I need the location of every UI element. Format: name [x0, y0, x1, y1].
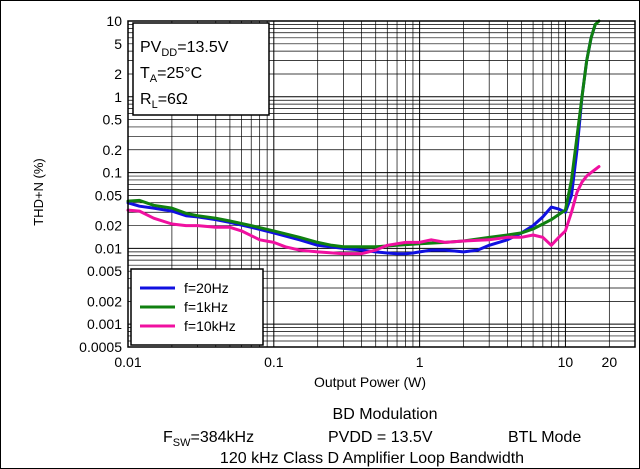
x-axis-title: Output Power (W) — [314, 374, 426, 390]
y-tick-label: 0.05 — [95, 187, 122, 203]
y-tick-label: 0.2 — [103, 142, 123, 158]
series-line-f-10khz — [126, 165, 601, 256]
condition-ta: TA=25°C — [140, 65, 202, 85]
y-tick-label: 0.0005 — [79, 339, 122, 355]
x-tick-label: 10 — [558, 354, 574, 370]
conditions-box-frame — [132, 22, 270, 116]
x-tick-labels: 0.01 0.1 1 10 20 — [114, 354, 617, 370]
y-tick-label: 0.1 — [103, 165, 123, 181]
y-tick-label: 0.002 — [87, 293, 122, 309]
caption-fsw: FSW=384kHz — [163, 429, 254, 449]
legend-label-20hz: f=20Hz — [184, 280, 229, 296]
y-tick-label: 0.001 — [87, 316, 122, 332]
series-layer — [126, 19, 601, 256]
caption-mode: BTL Mode — [508, 429, 581, 446]
plot-border — [127, 20, 636, 348]
condition-rl: RL=6Ω — [140, 91, 188, 111]
y-axis-title: THD+N (%) — [31, 158, 46, 226]
y-tick-label: 10 — [106, 13, 122, 29]
caption: BD Modulation FSW=384kHz PVDD = 13.5V BT… — [163, 406, 581, 467]
y-tick-label: 1 — [114, 89, 122, 105]
caption-modulation: BD Modulation — [333, 406, 438, 423]
y-tick-label: 2 — [114, 66, 122, 82]
caption-loop-bandwidth: 120 kHz Class D Amplifier Loop Bandwidth — [220, 450, 524, 467]
y-tick-label: 0.005 — [87, 263, 122, 279]
y-tick-label: 0.01 — [95, 240, 122, 256]
x-tick-label: 0.1 — [264, 354, 284, 370]
legend-label-1khz: f=1kHz — [184, 299, 228, 315]
conditions-box: PVDD=13.5V TA=25°C RL=6Ω — [132, 22, 270, 116]
y-tick-labels: 10 5 2 1 0.5 0.2 0.1 0.05 0.02 0.01 0.005 0.002 0.00… — [79, 13, 122, 355]
x-tick-label: 20 — [602, 354, 618, 370]
y-tick-label: 0.5 — [103, 112, 123, 128]
y-tick-label: 5 — [114, 36, 122, 52]
legend: f=20Hz f=1kHz f=10kHz — [130, 268, 264, 346]
x-tick-label: 0.01 — [114, 354, 141, 370]
caption-pvdd: PVDD = 13.5V — [328, 429, 433, 446]
y-tick-label: 0.02 — [95, 218, 122, 234]
x-tick-label: 1 — [416, 354, 424, 370]
condition-pvdd: PVDD=13.5V — [140, 39, 229, 59]
legend-label-10khz: f=10kHz — [184, 318, 236, 334]
